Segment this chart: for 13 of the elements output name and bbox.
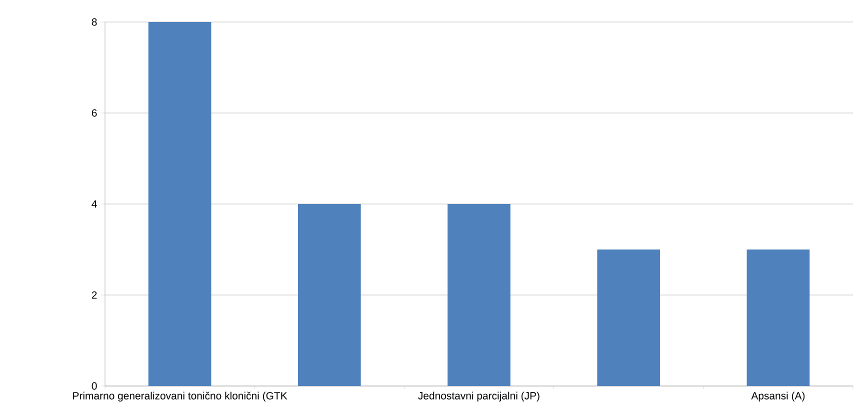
bar xyxy=(298,204,361,386)
y-tick-label: 4 xyxy=(92,200,97,208)
y-tick-label: 6 xyxy=(92,109,97,117)
y-tick-label: 2 xyxy=(92,291,97,299)
y-tick-label: 8 xyxy=(92,18,97,26)
x-tick-label: Jednostavni parcijalni (JP) xyxy=(418,392,540,402)
x-tick-label: Apsansi (A) xyxy=(751,392,805,402)
x-tick-label: Primarno generalizovani tonično klonični (GTK xyxy=(73,392,288,402)
bar xyxy=(448,204,510,386)
y-tick-label: 0 xyxy=(92,382,97,390)
bar xyxy=(746,250,810,386)
bar xyxy=(597,250,660,386)
bar xyxy=(148,22,212,386)
